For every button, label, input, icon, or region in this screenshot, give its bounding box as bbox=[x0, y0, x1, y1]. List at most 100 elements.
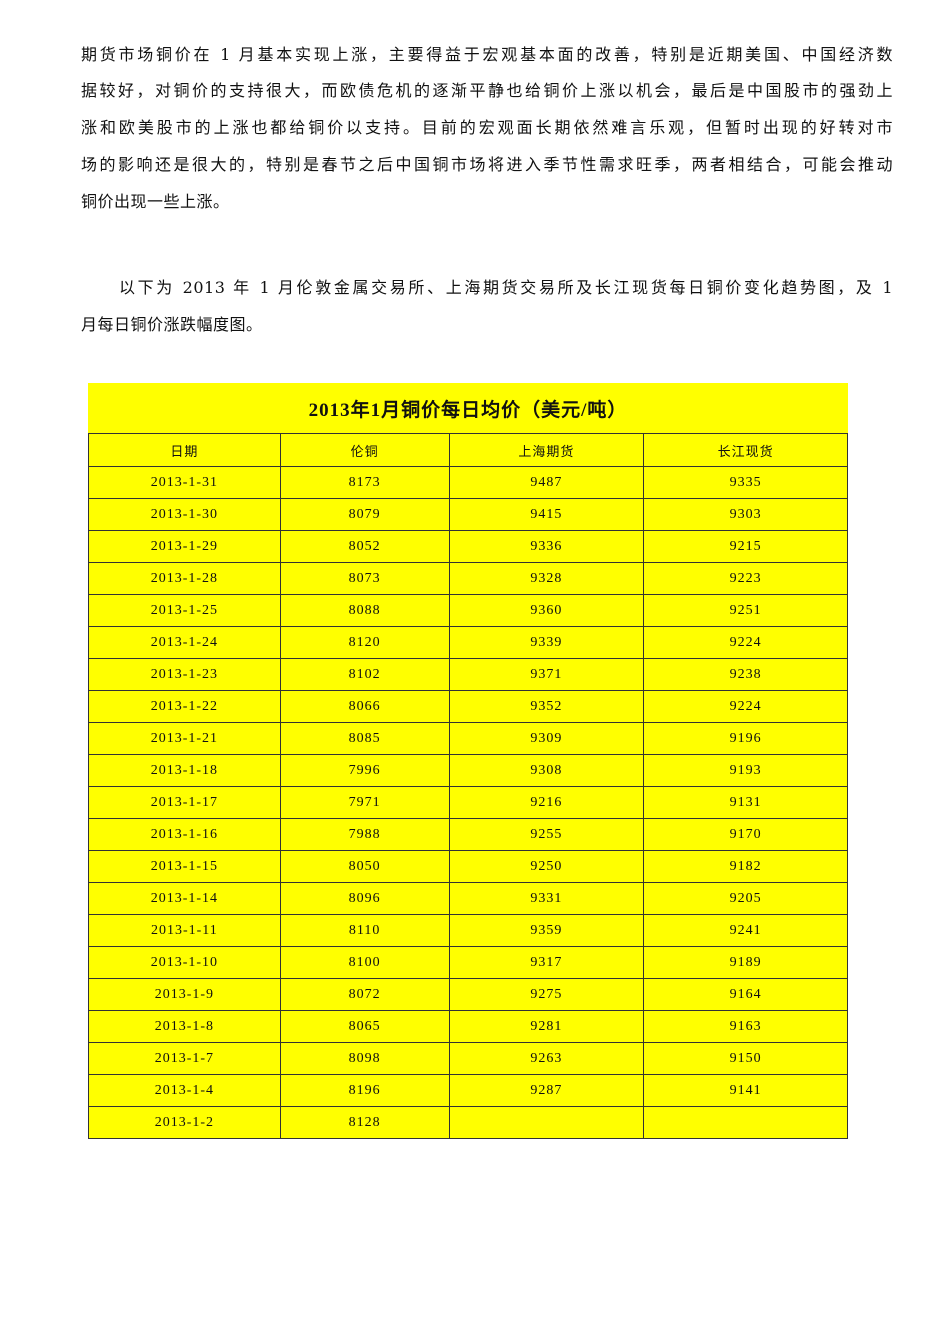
cell-date: 2013-1-15 bbox=[88, 850, 281, 883]
table-row: 2013-1-24 8120 9339 9224 bbox=[88, 626, 848, 659]
cell-lme: 8079 bbox=[279, 498, 450, 531]
cell-lme: 8050 bbox=[279, 850, 450, 883]
table-row: 2013-1-2 8128 bbox=[88, 1106, 848, 1139]
paragraph-line: 铜价出现一些上涨。 bbox=[81, 192, 230, 211]
cell-changjiang: 9131 bbox=[643, 786, 848, 819]
cell-date: 2013-1-10 bbox=[88, 946, 281, 979]
cell-changjiang: 9189 bbox=[643, 946, 848, 979]
cell-shfe: 9352 bbox=[448, 690, 645, 723]
cell-shfe: 9287 bbox=[448, 1074, 645, 1107]
cell-shfe: 9281 bbox=[448, 1010, 645, 1043]
cell-shfe: 9336 bbox=[448, 530, 645, 563]
cell-shfe: 9328 bbox=[448, 562, 645, 595]
cell-changjiang: 9215 bbox=[643, 530, 848, 563]
cell-date: 2013-1-18 bbox=[88, 754, 281, 787]
column-header-lme: 伦铜 bbox=[279, 433, 450, 467]
cell-lme: 7988 bbox=[279, 818, 450, 851]
cell-changjiang bbox=[643, 1106, 848, 1139]
cell-date: 2013-1-9 bbox=[88, 978, 281, 1011]
cell-date: 2013-1-11 bbox=[88, 914, 281, 947]
cell-lme: 7971 bbox=[279, 786, 450, 819]
cell-changjiang: 9238 bbox=[643, 658, 848, 691]
table-row: 2013-1-18 7996 9308 9193 bbox=[88, 754, 848, 787]
column-header-date: 日期 bbox=[88, 433, 281, 467]
paragraph-line: 月每日铜价涨跌幅度图。 bbox=[81, 315, 263, 334]
cell-shfe bbox=[448, 1106, 645, 1139]
cell-shfe: 9359 bbox=[448, 914, 645, 947]
cell-lme: 8085 bbox=[279, 722, 450, 755]
cell-changjiang: 9163 bbox=[643, 1010, 848, 1043]
table-row: 2013-1-21 8085 9309 9196 bbox=[88, 722, 848, 755]
table-row: 2013-1-10 8100 9317 9189 bbox=[88, 946, 848, 979]
cell-date: 2013-1-4 bbox=[88, 1074, 281, 1107]
cell-shfe: 9255 bbox=[448, 818, 645, 851]
cell-shfe: 9309 bbox=[448, 722, 645, 755]
cell-changjiang: 9335 bbox=[643, 466, 848, 499]
cell-date: 2013-1-21 bbox=[88, 722, 281, 755]
cell-changjiang: 9141 bbox=[643, 1074, 848, 1107]
table-row: 2013-1-14 8096 9331 9205 bbox=[88, 882, 848, 915]
cell-date: 2013-1-31 bbox=[88, 466, 281, 499]
cell-changjiang: 9224 bbox=[643, 626, 848, 659]
cell-lme: 8096 bbox=[279, 882, 450, 915]
cell-lme: 8072 bbox=[279, 978, 450, 1011]
table-row: 2013-1-29 8052 9336 9215 bbox=[88, 530, 848, 563]
cell-lme: 8098 bbox=[279, 1042, 450, 1075]
cell-date: 2013-1-30 bbox=[88, 498, 281, 531]
cell-shfe: 9263 bbox=[448, 1042, 645, 1075]
cell-changjiang: 9223 bbox=[643, 562, 848, 595]
cell-changjiang: 9241 bbox=[643, 914, 848, 947]
cell-shfe: 9415 bbox=[448, 498, 645, 531]
paragraph-line: 期货市场铜价在 1 月基本实现上涨，主要得益于宏观基本面的改善，特别是近期美国、… bbox=[81, 45, 893, 64]
cell-shfe: 9308 bbox=[448, 754, 645, 787]
cell-date: 2013-1-24 bbox=[88, 626, 281, 659]
table-row: 2013-1-28 8073 9328 9223 bbox=[88, 562, 848, 595]
table-row: 2013-1-23 8102 9371 9238 bbox=[88, 658, 848, 691]
table-row: 2013-1-7 8098 9263 9150 bbox=[88, 1042, 848, 1075]
column-header-shfe: 上海期货 bbox=[448, 433, 645, 467]
cell-changjiang: 9150 bbox=[643, 1042, 848, 1075]
cell-changjiang: 9196 bbox=[643, 722, 848, 755]
table-row: 2013-1-22 8066 9352 9224 bbox=[88, 690, 848, 723]
cell-shfe: 9275 bbox=[448, 978, 645, 1011]
cell-date: 2013-1-25 bbox=[88, 594, 281, 627]
cell-changjiang: 9182 bbox=[643, 850, 848, 883]
cell-lme: 8196 bbox=[279, 1074, 450, 1107]
cell-changjiang: 9224 bbox=[643, 690, 848, 723]
cell-changjiang: 9170 bbox=[643, 818, 848, 851]
cell-lme: 8065 bbox=[279, 1010, 450, 1043]
table-row: 2013-1-4 8196 9287 9141 bbox=[88, 1074, 848, 1107]
cell-shfe: 9371 bbox=[448, 658, 645, 691]
table-row: 2013-1-11 8110 9359 9241 bbox=[88, 914, 848, 947]
table-row: 2013-1-8 8065 9281 9163 bbox=[88, 1010, 848, 1043]
cell-date: 2013-1-28 bbox=[88, 562, 281, 595]
cell-shfe: 9487 bbox=[448, 466, 645, 499]
cell-lme: 8052 bbox=[279, 530, 450, 563]
cell-date: 2013-1-17 bbox=[88, 786, 281, 819]
cell-shfe: 9331 bbox=[448, 882, 645, 915]
table-title: 2013年1月铜价每日均价（美元/吨） bbox=[88, 383, 848, 434]
cell-lme: 8100 bbox=[279, 946, 450, 979]
cell-changjiang: 9303 bbox=[643, 498, 848, 531]
cell-changjiang: 9205 bbox=[643, 882, 848, 915]
cell-shfe: 9216 bbox=[448, 786, 645, 819]
cell-lme: 8102 bbox=[279, 658, 450, 691]
cell-date: 2013-1-22 bbox=[88, 690, 281, 723]
cell-lme: 8088 bbox=[279, 594, 450, 627]
cell-date: 2013-1-29 bbox=[88, 530, 281, 563]
cell-shfe: 9250 bbox=[448, 850, 645, 883]
table-row: 2013-1-9 8072 9275 9164 bbox=[88, 978, 848, 1011]
cell-lme: 7996 bbox=[279, 754, 450, 787]
cell-lme: 8110 bbox=[279, 914, 450, 947]
cell-date: 2013-1-23 bbox=[88, 658, 281, 691]
cell-lme: 8128 bbox=[279, 1106, 450, 1139]
cell-lme: 8173 bbox=[279, 466, 450, 499]
table-row: 2013-1-17 7971 9216 9131 bbox=[88, 786, 848, 819]
cell-changjiang: 9164 bbox=[643, 978, 848, 1011]
paragraph-line: 涨和欧美股市的上涨也都给铜价以支持。目前的宏观面长期依然难言乐观，但暂时出现的好… bbox=[81, 118, 893, 137]
paragraph-line: 以下为 2013 年 1 月伦敦金属交易所、上海期货交易所及长江现货每日铜价变化… bbox=[119, 278, 893, 297]
cell-date: 2013-1-2 bbox=[88, 1106, 281, 1139]
cell-date: 2013-1-7 bbox=[88, 1042, 281, 1075]
table-row: 2013-1-15 8050 9250 9182 bbox=[88, 850, 848, 883]
cell-changjiang: 9193 bbox=[643, 754, 848, 787]
